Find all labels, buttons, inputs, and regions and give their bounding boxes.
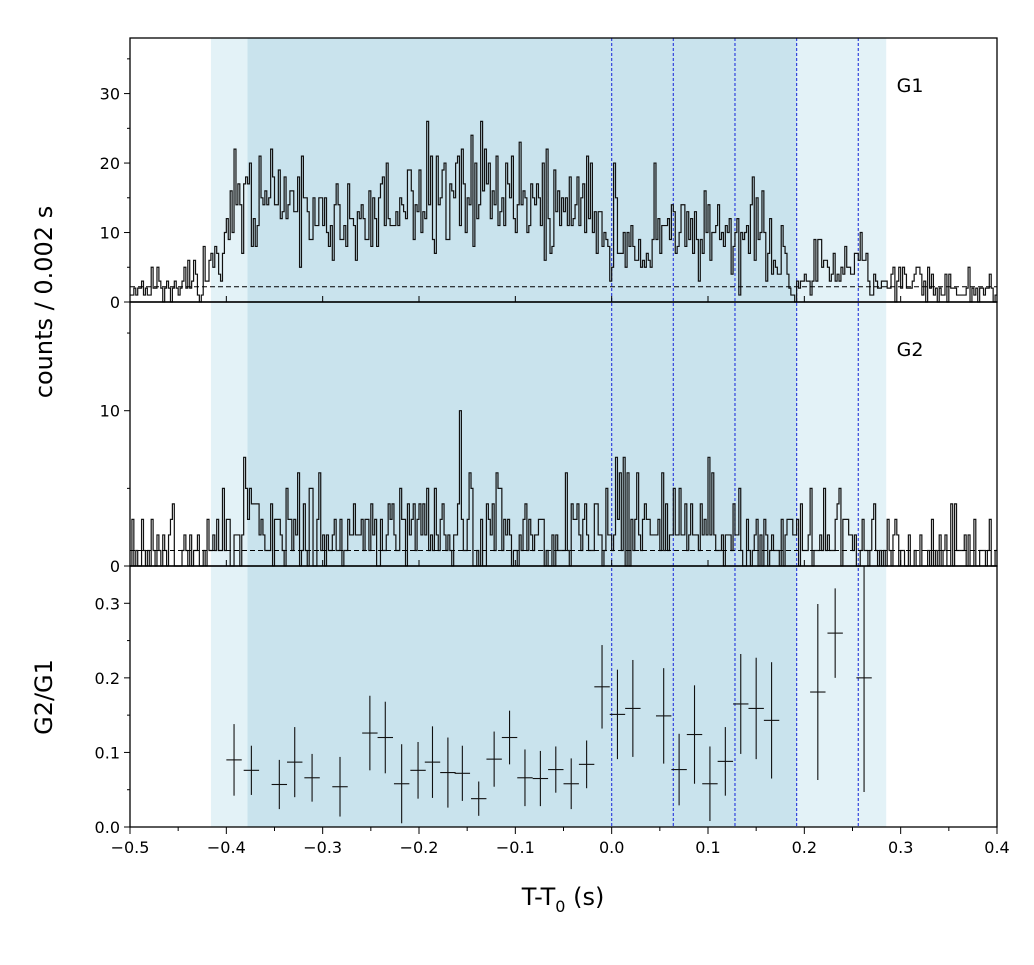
xtick-label: −0.4 (207, 838, 246, 857)
ratio-point (332, 756, 348, 817)
ytick-label-g2: 10 (100, 402, 120, 421)
ytick-label-ratio: 0.3 (95, 594, 120, 613)
xtick-label: −0.5 (111, 838, 150, 857)
x-axis-label-main: T-T (521, 883, 556, 911)
ratio-point (362, 695, 378, 771)
panel-label-g1: G1 (897, 75, 924, 97)
ratio-point (486, 731, 502, 787)
ratio-point (810, 604, 826, 781)
ytick-label-g1: 20 (100, 154, 120, 173)
ytick-label-g2: 0 (110, 557, 120, 576)
ratio-point (702, 746, 718, 822)
ratio-point (377, 701, 393, 774)
y-axis-label-ratio: G2/G1 (30, 659, 58, 735)
xtick-label: −0.2 (400, 838, 439, 857)
ratio-point (226, 724, 242, 796)
ratio-point (304, 753, 320, 802)
panel-label-g2: G2 (897, 339, 924, 361)
ratio-point (578, 740, 595, 789)
ratio-point (471, 781, 487, 816)
y-axis-label-counts: counts / 0.002 s (30, 206, 58, 398)
ratio-point (532, 750, 549, 807)
ytick-label-g1: 30 (100, 85, 120, 104)
x-axis-label-subscript: 0 (555, 897, 565, 916)
ratio-point (454, 745, 471, 801)
ratio-point (563, 758, 579, 810)
ytick-label-g1: 10 (100, 224, 120, 243)
ratio-point (517, 749, 533, 807)
lightcurve-g1 (130, 120, 997, 303)
ratio-point (733, 653, 749, 754)
ratio-point (271, 759, 288, 810)
xtick-label: −0.1 (496, 838, 535, 857)
ratio-point (655, 668, 672, 764)
xtick-label: 0.1 (695, 838, 720, 857)
ratio-point (671, 733, 687, 806)
ratio-point (410, 741, 426, 799)
ratio-point (827, 588, 843, 678)
ratio-point (501, 710, 518, 765)
ratio-point (393, 744, 410, 824)
shaded-interval-1 (247, 38, 797, 827)
ratio-point (424, 726, 441, 798)
ratio-point (440, 737, 456, 808)
ratio-point (717, 727, 734, 796)
ratio-point (856, 566, 872, 792)
ratio-point (548, 746, 564, 793)
ratio-point (763, 662, 780, 779)
ratio-point (243, 745, 260, 795)
xtick-label: 0.3 (888, 838, 913, 857)
ratio-point (594, 645, 610, 729)
ytick-label-ratio: 0.0 (95, 818, 120, 837)
xtick-label: 0.4 (984, 838, 1009, 857)
ratio-point (748, 657, 764, 760)
xtick-label: −0.3 (303, 838, 342, 857)
x-axis-label-unit: (s) (565, 883, 604, 911)
ratio-point (686, 685, 703, 784)
ratio-point (287, 727, 303, 798)
ratio-point (609, 669, 626, 760)
ytick-label-ratio: 0.2 (95, 669, 120, 688)
x-axis-label: T-T0 (s) (521, 883, 605, 916)
lightcurve-g2 (130, 410, 997, 567)
xtick-label: 0.0 (599, 838, 624, 857)
ratio-point (625, 659, 641, 757)
ytick-label-g1: 0 (110, 293, 120, 312)
ytick-label-ratio: 0.1 (95, 743, 120, 762)
xtick-label: 0.2 (792, 838, 817, 857)
